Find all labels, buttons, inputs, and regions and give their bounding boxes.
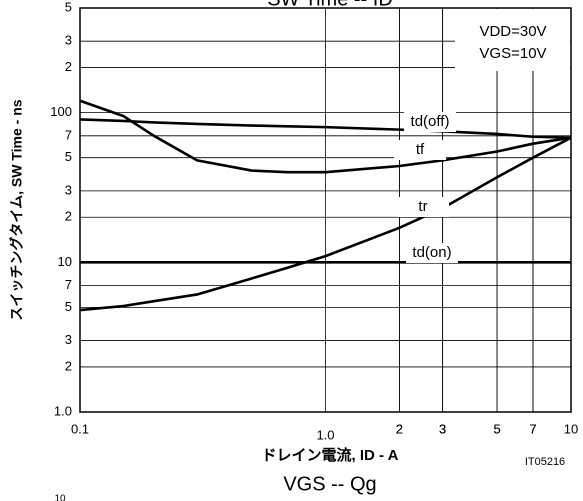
- y-tick-label: 100: [50, 104, 72, 119]
- x-tick-label: 5: [493, 421, 500, 436]
- y-tick-label: 7: [65, 127, 72, 142]
- curve-label: tf: [416, 141, 425, 158]
- x-tick-label: 1.0: [316, 427, 334, 442]
- y-tick-label: 1.0: [54, 403, 72, 418]
- curve: [79, 99, 572, 174]
- x-tick-label: 7: [529, 421, 536, 436]
- figure-id: IT05216: [525, 456, 565, 468]
- y-tick-label: 2: [65, 358, 72, 373]
- y-tick-label: 3: [65, 332, 72, 347]
- curve-label-bg: [397, 197, 449, 217]
- clipped-label: 10: [54, 494, 66, 501]
- curve-label: td(on): [412, 244, 451, 261]
- y-tick-label: 10: [58, 254, 72, 269]
- x-tick-label: 10: [564, 421, 578, 436]
- curve-label-bg: [404, 112, 456, 132]
- y-tick-label: 2: [65, 209, 72, 224]
- condition-text: VDD=30V: [479, 23, 546, 40]
- curve-label-bg: [394, 140, 446, 160]
- x-tick-label: 5: [493, 421, 500, 436]
- plot-frame: [79, 7, 572, 413]
- x-tick-label: 0.1: [71, 421, 89, 436]
- y-tick-label: 3: [65, 182, 72, 197]
- x-tick-label: 2: [396, 421, 403, 436]
- y-tick-label: 3: [65, 33, 72, 48]
- curve-label: tr: [418, 198, 427, 215]
- x-tick-label: 2: [396, 421, 403, 436]
- curve-label: td(off): [411, 113, 450, 130]
- conditions-box: [455, 9, 570, 71]
- x-tick-label: 3: [439, 421, 446, 436]
- y-axis-label: スイッチングタイム, SW Time - ns: [9, 99, 25, 320]
- x-axis-label: ドレイン電流, ID - A: [262, 446, 399, 464]
- x-tick-label: 3: [439, 421, 446, 436]
- x-tick-label: 7: [529, 421, 536, 436]
- y-tick-label: 7: [65, 277, 72, 292]
- subtitle: VGS -- Qg: [283, 473, 376, 495]
- chart-title: SW Time -- ID: [267, 0, 393, 10]
- y-tick-label: 5: [65, 149, 72, 164]
- curve-label-bg: [406, 243, 458, 263]
- y-tick-label: 2: [65, 59, 72, 74]
- condition-text: VGS=10V: [479, 45, 546, 62]
- y-tick-label: 5: [65, 299, 72, 314]
- curve: [79, 118, 572, 139]
- y-tick-label: 5: [65, 0, 72, 14]
